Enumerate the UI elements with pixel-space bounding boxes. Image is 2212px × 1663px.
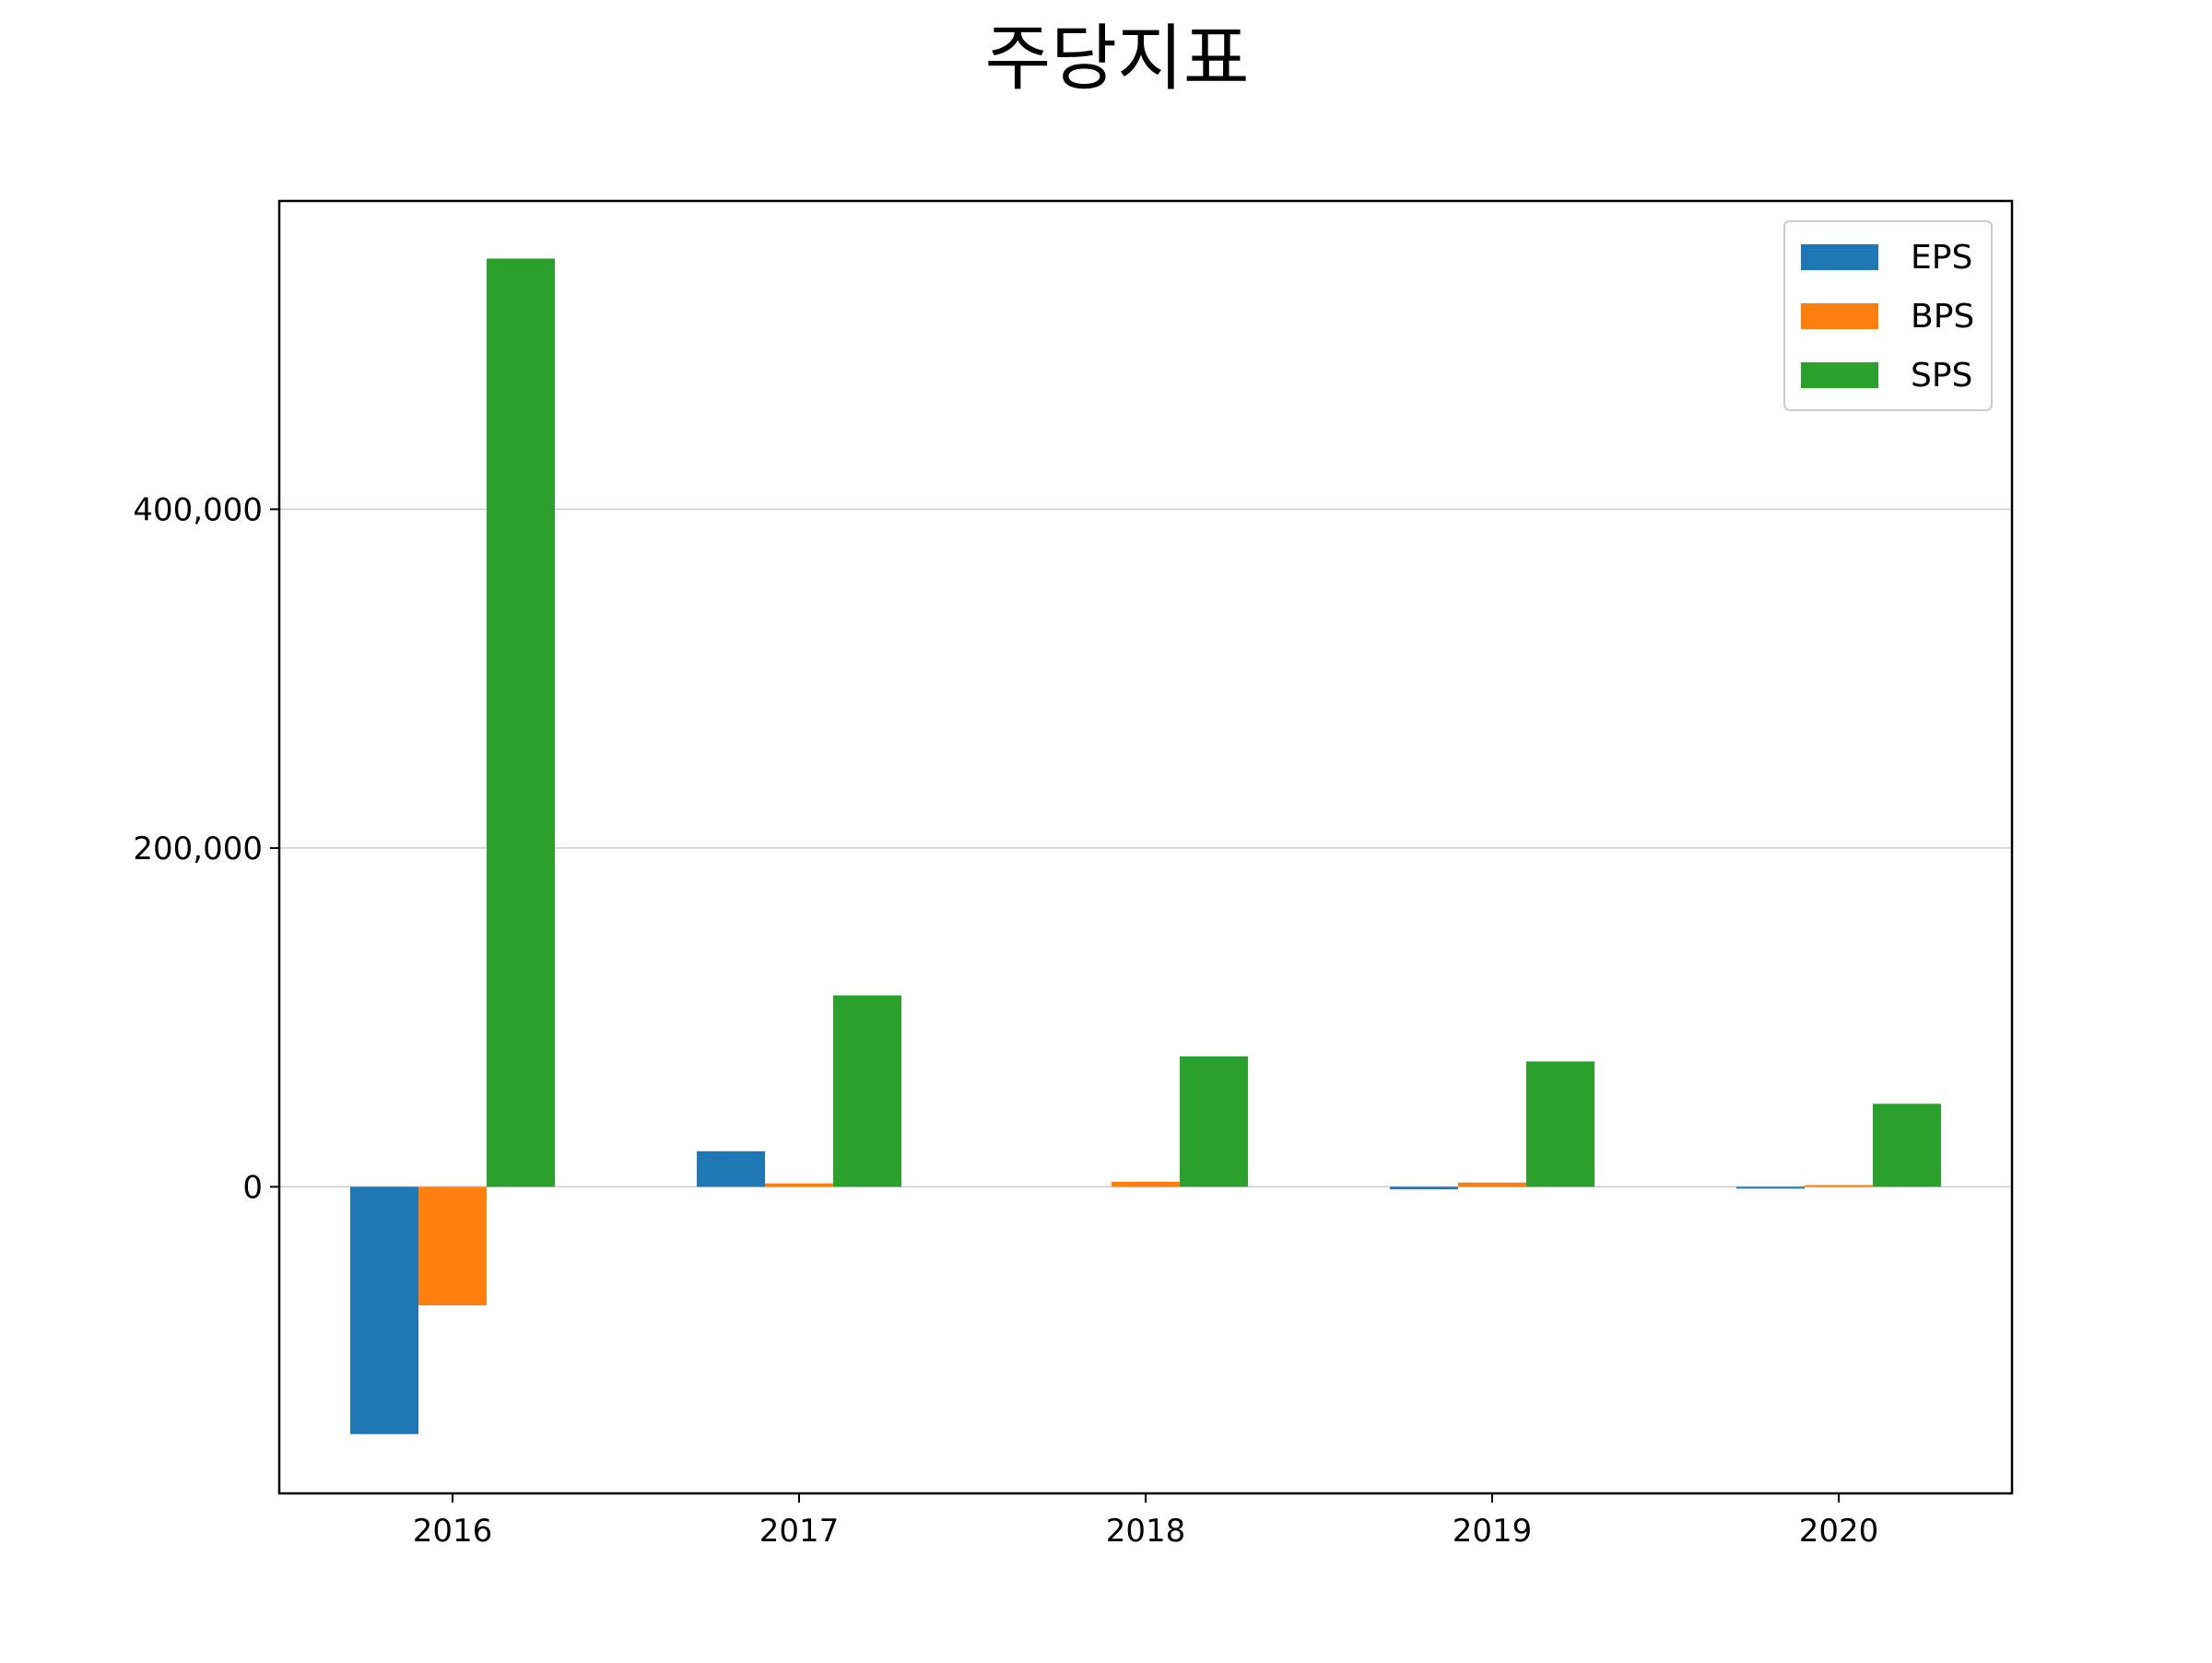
bar-bps-2017 [765, 1183, 833, 1187]
bar-eps-2019 [1390, 1186, 1458, 1190]
bar-bps-2016 [418, 1186, 487, 1306]
legend-label-bps: BPS [1911, 298, 1974, 336]
legend-label-eps: EPS [1911, 239, 1972, 277]
chart-title: 주당지표 [984, 18, 1249, 100]
bar-eps-2016 [350, 1186, 418, 1434]
x-tick-label: 2020 [1799, 1513, 1879, 1550]
y-tick-label: 0 [242, 1169, 263, 1206]
legend-swatch-eps [1801, 244, 1878, 270]
bar-eps-2017 [697, 1150, 765, 1187]
bar-bps-2020 [1805, 1185, 1873, 1187]
y-tick-label: 400,000 [133, 491, 263, 528]
x-tick-label: 2019 [1453, 1513, 1533, 1550]
bar-bps-2019 [1458, 1182, 1526, 1187]
bar-sps-2019 [1526, 1061, 1594, 1187]
bar-bps-2018 [1112, 1181, 1180, 1187]
legend-swatch-bps [1801, 303, 1878, 329]
bar-sps-2016 [487, 258, 555, 1187]
x-tick-label: 2017 [759, 1513, 840, 1550]
bar-sps-2020 [1873, 1103, 1941, 1187]
y-tick-label: 200,000 [133, 831, 263, 867]
x-tick-label: 2016 [413, 1513, 493, 1550]
legend: EPS BPS SPS [1783, 220, 1993, 411]
x-axis: 2016 2017 2018 2019 2020 [413, 1493, 1879, 1550]
legend-label-sps: SPS [1911, 357, 1972, 395]
bar-sps-2018 [1180, 1056, 1248, 1187]
bar-sps-2017 [833, 995, 901, 1187]
bars [350, 258, 1941, 1434]
bar-eps-2020 [1736, 1186, 1805, 1189]
legend-swatch-sps [1801, 362, 1878, 388]
x-tick-label: 2018 [1106, 1513, 1186, 1550]
y-axis: 0 200,000 400,000 [133, 491, 279, 1206]
